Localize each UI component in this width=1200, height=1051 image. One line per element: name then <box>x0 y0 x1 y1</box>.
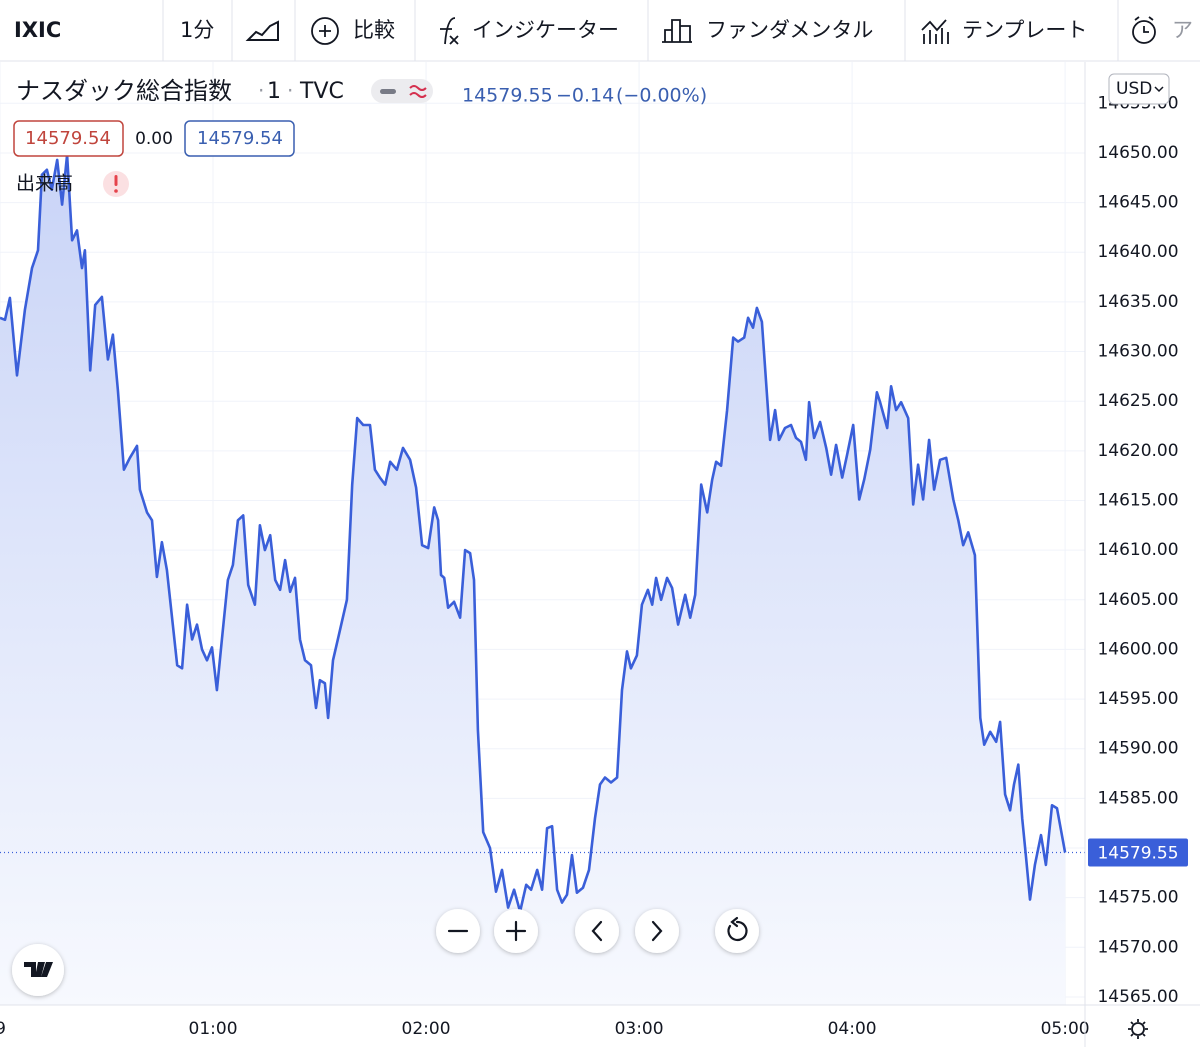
toolbar-separators <box>162 0 1119 61</box>
x-tick-label: 04:00 <box>828 1019 877 1039</box>
logo <box>24 962 53 977</box>
settings-icon[interactable] <box>1128 1019 1148 1039</box>
last-price-label: 14579.55 <box>1097 843 1178 863</box>
y-tick-label: 14610.00 <box>1097 540 1178 560</box>
price-box <box>184 120 295 157</box>
status-pill[interactable] <box>371 79 433 103</box>
settings-icon-ring <box>1131 1022 1145 1036</box>
price-line <box>0 153 1067 913</box>
y-tick-label: 14615.00 <box>1097 490 1178 510</box>
volume-label: 出来高 <box>16 173 73 195</box>
nav-icons <box>447 916 748 942</box>
warning-icon-mark <box>114 175 118 186</box>
fundamentals-button[interactable]: ファンダメンタル <box>706 18 873 42</box>
indicators-button[interactable]: インジケーター <box>472 18 619 42</box>
scroll-right-button[interactable] <box>635 909 679 953</box>
y-tick-label: 14630.00 <box>1097 342 1178 362</box>
currency-button[interactable] <box>1108 73 1170 105</box>
x-tick-label: 05:00 <box>1041 1019 1090 1039</box>
legend-interval: 1 <box>267 79 281 104</box>
compare-icon[interactable] <box>311 17 339 45</box>
y-tick-label: 14575.00 <box>1097 888 1178 908</box>
fundamentals-icon[interactable] <box>662 19 692 43</box>
y-tick-label: 14650.00 <box>1097 143 1178 163</box>
warning-icon-dot <box>114 189 118 193</box>
y-tick-label: 14605.00 <box>1097 590 1178 610</box>
y-tick-label: 14620.00 <box>1097 441 1178 461</box>
symbol[interactable]: IXIC <box>14 18 61 42</box>
y-tick-label: 14625.00 <box>1097 391 1178 411</box>
interval-button[interactable]: 1分 <box>180 18 214 42</box>
indicators-icon[interactable] <box>440 17 459 45</box>
compare-button[interactable]: 比較 <box>353 18 395 42</box>
price-box-text: 14579.54 <box>25 128 111 149</box>
legend-change: −0.14 <box>556 85 614 107</box>
alert-button[interactable]: ア <box>1172 18 1193 42</box>
y-tick-label: 14595.00 <box>1097 689 1178 709</box>
currency-label[interactable]: USD <box>1116 79 1152 99</box>
exchange: TVC <box>299 79 344 104</box>
y-tick-label: 14590.00 <box>1097 739 1178 759</box>
y-tick-label: 14585.00 <box>1097 788 1178 808</box>
y-tick-label: 14565.00 <box>1097 987 1178 1007</box>
y-tick-label: 14640.00 <box>1097 242 1178 262</box>
x-tick-label: 9 <box>0 1019 6 1039</box>
alert-icon-detail <box>1134 16 1154 33</box>
area-fill <box>0 154 1066 1005</box>
x-tick-label: 01:00 <box>189 1019 238 1039</box>
y-tick-label: 14635.00 <box>1097 292 1178 312</box>
compare-icon-plus <box>319 25 331 37</box>
separator-dot: · <box>287 79 293 103</box>
reset-button[interactable] <box>715 909 759 953</box>
status-icon <box>380 89 396 94</box>
y-tick-label: 14645.00 <box>1097 193 1178 213</box>
last-price-box <box>1088 838 1188 867</box>
x-tick-label: 03:00 <box>615 1019 664 1039</box>
x-tick-label: 02:00 <box>402 1019 451 1039</box>
y-tick-label: 14570.00 <box>1097 937 1178 957</box>
separator-dot: · <box>258 79 264 103</box>
chart-type-icon[interactable] <box>245 20 279 41</box>
legend-change-pct: (−0.00%) <box>616 85 707 107</box>
toolbar <box>0 0 1200 61</box>
alert-icon[interactable] <box>1132 20 1156 44</box>
templates-icon[interactable] <box>921 19 949 44</box>
templates-button[interactable]: テンプレート <box>962 18 1087 42</box>
legend-price: 14579.55 <box>462 85 553 107</box>
instrument-name: ナスダック総合指数 <box>16 77 232 105</box>
scroll-left-button[interactable] <box>575 909 619 953</box>
spread-text: 0.00 <box>135 129 173 149</box>
price-box-text: 14579.54 <box>197 128 283 149</box>
currency-caret <box>1154 86 1164 93</box>
price-box <box>13 120 124 157</box>
status-icon <box>409 85 427 98</box>
y-tick-label: 14600.00 <box>1097 639 1178 659</box>
